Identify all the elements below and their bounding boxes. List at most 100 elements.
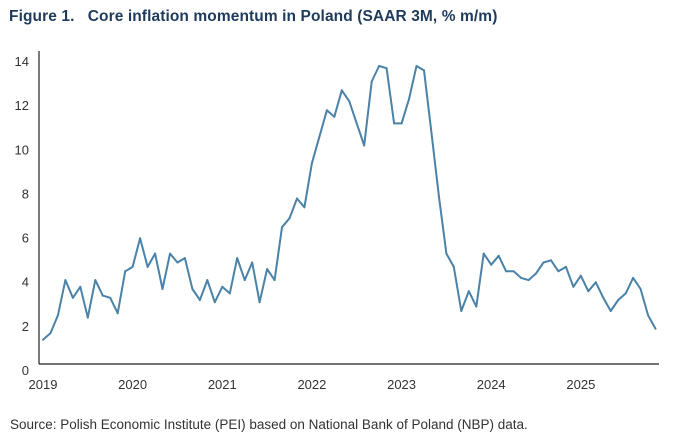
data-point [258,301,261,304]
data-point [213,301,216,304]
data-point [520,276,523,279]
data-point [363,144,366,147]
data-point [310,162,313,165]
data-point [505,270,508,273]
series-group [42,65,657,341]
data-point [56,314,59,317]
x-tick-label: 2021 [208,377,237,392]
data-point [557,270,560,273]
y-tick-label: 14 [15,54,29,69]
data-point [482,252,485,255]
data-point [198,299,201,301]
data-point [415,65,418,67]
data-point [124,270,127,273]
data-point [333,115,336,118]
data-point [452,265,455,268]
data-point [42,338,44,341]
x-tick-label: 2022 [297,377,326,392]
data-point [527,279,530,282]
data-point [348,100,351,103]
data-point [169,252,171,255]
y-tick-label: 6 [22,231,29,246]
data-point [632,276,635,279]
data-point [228,292,231,295]
data-point [303,206,306,209]
data-point [647,314,650,317]
data-point [161,288,164,290]
data-point [94,279,97,282]
x-tick-label: 2019 [29,377,58,392]
chart-title: Figure 1. Core inflation momentum in Pol… [9,8,498,25]
series-line [42,65,657,341]
data-point [535,272,537,275]
data-point [609,310,612,312]
y-tick-label: 2 [22,319,29,334]
data-point [400,122,403,125]
y-tick-label: 4 [22,275,29,290]
data-point [139,237,142,240]
data-point [587,290,590,293]
data-point [288,217,291,220]
data-point [183,257,186,260]
data-point [497,254,500,257]
data-point [221,285,224,288]
data-point [86,316,89,319]
data-point [475,305,478,308]
data-point [109,296,112,299]
data-point [624,292,627,295]
x-tick-label: 2025 [566,377,595,392]
data-point [131,265,134,268]
data-point [467,290,470,293]
x-tick-label: 2024 [477,377,506,392]
source-note: Source: Polish Economic Institute (PEI) … [10,417,528,432]
data-point [64,279,67,282]
data-point [423,69,425,72]
data-point [243,279,246,282]
data-point [296,197,298,200]
data-point [579,274,582,277]
data-point [340,89,343,92]
data-point [654,327,657,330]
data-point [594,281,597,284]
data-point [445,252,448,255]
data-point [236,257,239,260]
data-point [564,265,567,268]
data-point [542,261,545,264]
x-tick-label: 2023 [387,377,416,392]
data-point [512,270,515,273]
data-point [79,285,82,288]
y-axis-ticks: 0 2 4 6 8 10 12 14 [15,54,29,378]
data-point [572,285,575,288]
data-point [617,299,620,301]
data-point [378,65,381,67]
data-point [273,279,276,282]
data-point [385,67,388,70]
data-point [437,195,440,198]
data-point [49,332,52,335]
data-point [408,98,410,101]
data-point [191,288,194,290]
data-point [71,296,74,299]
y-tick-label: 8 [22,186,29,201]
data-point [430,131,433,134]
data-point [281,226,283,229]
y-tick-label: 0 [22,363,29,378]
data-point [370,80,373,83]
data-point [602,296,605,299]
data-point [146,265,149,268]
data-point [116,312,119,315]
data-point [639,288,642,290]
data-point [490,263,493,266]
y-tick-label: 10 [15,142,29,157]
data-point [325,109,328,112]
data-point [154,252,157,255]
data-point [460,310,463,312]
data-point [355,122,358,125]
x-axis-ticks: 2019 2020 2021 2022 2023 2024 2025 [29,377,596,392]
data-point [318,135,321,138]
data-point [251,261,254,264]
data-point [176,261,179,264]
data-point [266,268,269,271]
data-point [393,122,396,125]
